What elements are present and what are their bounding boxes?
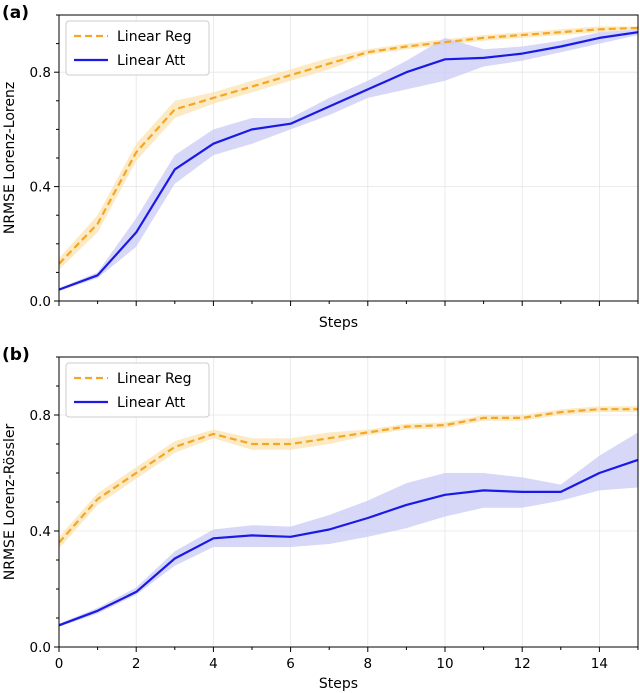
x-tick-label: 4 bbox=[209, 656, 218, 672]
y-axis-label: NRMSE Lorenz-Rössler bbox=[2, 424, 18, 581]
legend-label-linear-reg: Linear Reg bbox=[117, 371, 192, 387]
legend-label-linear-att: Linear Att bbox=[117, 53, 186, 69]
panel-label: (a) bbox=[2, 3, 29, 23]
legend-box bbox=[65, 362, 210, 418]
legend: Linear Reg Linear Att bbox=[65, 362, 210, 418]
panel-b: 0 2 4 6 8 10 12 14 0.0 0.4 0.8 Steps NRMSE Lorenz-Rö… bbox=[2, 345, 639, 692]
linear-reg-band bbox=[59, 406, 638, 549]
linear-att-line bbox=[58, 458, 639, 627]
linear-att-band bbox=[59, 432, 638, 627]
linear-reg-line bbox=[58, 26, 639, 265]
y-tick-label: 0.0 bbox=[30, 294, 51, 310]
x-tick-label: 12 bbox=[514, 656, 531, 672]
legend-box bbox=[65, 20, 210, 76]
x-axis-label: Steps bbox=[319, 315, 358, 331]
linear-att-line bbox=[58, 31, 639, 291]
x-tick-label: 0 bbox=[55, 656, 64, 672]
linear-att-band bbox=[59, 29, 638, 292]
x-tick-label: 14 bbox=[591, 656, 608, 672]
legend: Linear Reg Linear Att bbox=[65, 20, 210, 76]
linear-reg-line bbox=[58, 408, 638, 544]
legend-label-linear-att: Linear Att bbox=[117, 395, 186, 411]
y-tick-label: 0.0 bbox=[30, 640, 51, 656]
x-tick-label: 8 bbox=[364, 656, 373, 672]
x-tick-label: 2 bbox=[132, 656, 141, 672]
x-axis-label: Steps bbox=[319, 676, 358, 692]
y-tick-label: 0.4 bbox=[30, 180, 51, 196]
panel-a: 0.0 0.4 0.8 Steps NRMSE Lorenz-Lorenz (a) Line… bbox=[2, 3, 639, 331]
y-tick-label: 0.4 bbox=[30, 524, 51, 540]
y-tick-label: 0.8 bbox=[30, 65, 51, 81]
x-tick-label: 6 bbox=[286, 656, 295, 672]
panel-label: (b) bbox=[2, 345, 30, 365]
x-tick-label: 10 bbox=[436, 656, 453, 672]
y-tick-label: 0.8 bbox=[30, 408, 51, 424]
legend-label-linear-reg: Linear Reg bbox=[117, 29, 192, 45]
y-axis-label: NRMSE Lorenz-Lorenz bbox=[2, 82, 18, 234]
